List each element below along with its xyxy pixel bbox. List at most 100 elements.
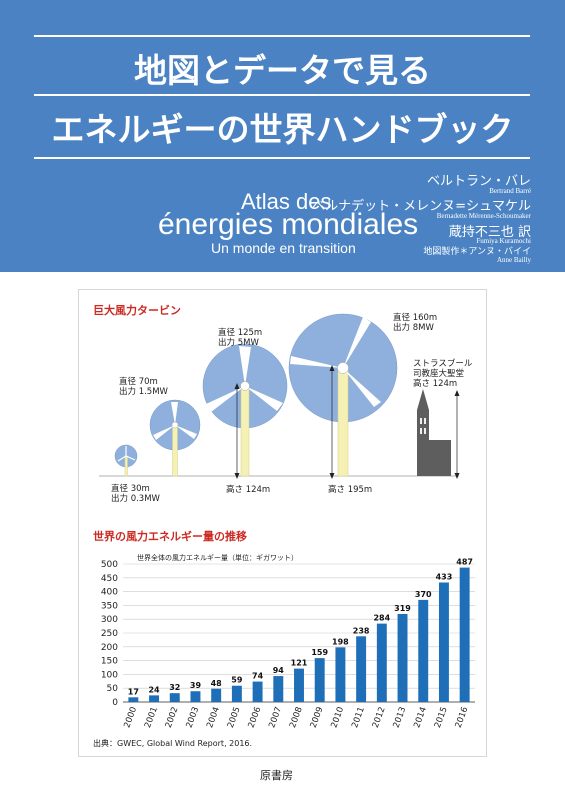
x-tick-label: 2004: [205, 706, 222, 730]
x-tick-label: 2008: [288, 706, 305, 730]
data-label: 238: [353, 626, 370, 635]
data-label: 59: [231, 676, 243, 685]
chart-subtitle: 世界全体の風力エネルギー量（単位：ギガワット）: [137, 554, 298, 562]
title-line-2: エネルギーの世界ハンドブック: [51, 110, 514, 149]
data-label: 32: [169, 683, 180, 692]
bar: [376, 623, 387, 702]
x-tick-label: 2015: [433, 706, 450, 730]
bar: [335, 647, 346, 702]
turbine-30m-diameter: 直径 30m: [111, 484, 150, 494]
x-tick-label: 2005: [226, 706, 243, 730]
cathedral-silhouette: [417, 389, 460, 479]
chart-section-title: 世界の風力エネルギー量の推移: [93, 530, 247, 543]
translator-jp: 蔵持不三也 訳: [448, 225, 531, 240]
bar: [418, 599, 429, 702]
source-note: 出典：GWEC, Global Wind Report, 2016.: [93, 739, 253, 748]
author-1-jp: ベルトラン・バレ: [426, 174, 531, 189]
turbine-30m-power: 出力 0.3MW: [111, 494, 160, 504]
data-label: 39: [190, 681, 202, 690]
y-tick-label: 300: [101, 615, 118, 625]
x-tick-label: 2011: [350, 706, 367, 730]
turbine-125m-height: 高さ 124m: [226, 485, 271, 495]
turbine-70m: [149, 399, 201, 477]
bar: [294, 668, 304, 702]
data-label: 121: [291, 659, 308, 668]
turbine-illustration: [99, 313, 460, 479]
x-tick-label: 2007: [267, 706, 284, 730]
data-label: 17: [128, 687, 139, 696]
data-label: 487: [456, 558, 473, 567]
bar: [252, 681, 263, 702]
infographic-panel: 巨大風力タービン: [78, 289, 487, 757]
x-tick-label: 2003: [184, 706, 201, 730]
turbine-160m: [288, 313, 398, 479]
cathedral-name-1: ストラスブール: [413, 359, 473, 369]
turbine-125m: [202, 343, 288, 479]
y-tick-label: 100: [101, 670, 118, 680]
y-tick-label: 50: [107, 684, 119, 694]
turbine-30m: [114, 444, 138, 477]
x-tick-label: 2012: [371, 706, 388, 730]
turbine-section-title: 巨大風力タービン: [93, 304, 181, 317]
author-1-roman: Bertrand Barré: [489, 187, 531, 195]
data-label: 94: [273, 666, 285, 675]
x-tick-label: 2001: [143, 706, 160, 730]
wind-capacity-chart: 0 50 100 150 200 250 300 350 400 450 500 17 2000 24 20…: [101, 558, 475, 730]
x-tick-label: 2006: [247, 706, 264, 730]
bar: [231, 685, 242, 702]
y-tick-label: 0: [112, 698, 118, 708]
y-tick-label: 350: [101, 601, 118, 611]
bar: [356, 636, 367, 702]
publisher: 原書房: [260, 769, 293, 782]
bar: [149, 695, 160, 702]
cartographer-roman: Anne Bailly: [496, 256, 531, 264]
author-2-roman: Bernadette Mérenne-Schoumaker: [436, 212, 531, 220]
data-label: 319: [394, 604, 411, 613]
bar: [314, 658, 325, 702]
title-rule-top: [34, 35, 530, 37]
cathedral-height: 高さ 124m: [413, 379, 458, 389]
y-tick-label: 400: [101, 588, 118, 598]
french-subtitle: Un monde en transition: [211, 240, 356, 256]
data-label: 48: [211, 679, 223, 688]
data-label: 159: [311, 648, 328, 657]
x-tick-label: 2010: [329, 706, 346, 730]
data-label: 433: [436, 572, 453, 581]
data-label: 370: [415, 590, 432, 599]
turbine-125m-diameter: 直径 125m: [218, 328, 263, 338]
x-tick-label: 2016: [454, 706, 471, 730]
turbine-70m-power: 出力 1.5MW: [119, 387, 168, 397]
turbine-160m-height: 高さ 195m: [328, 485, 373, 495]
data-label: 284: [373, 614, 390, 623]
turbine-160m-diameter: 直径 160m: [393, 313, 438, 323]
x-tick-label: 2002: [164, 706, 181, 730]
title-rule-bottom: [34, 157, 530, 159]
x-tick-label: 2000: [122, 706, 139, 730]
bar: [128, 697, 139, 702]
french-title-2: énergies mondiales: [158, 208, 419, 241]
turbine-125m-power: 出力 5MW: [218, 338, 259, 348]
cartographer-jp: 地図製作＊アンヌ・バイイ: [423, 247, 531, 257]
bar: [169, 693, 180, 702]
turbine-160m-power: 出力 8MW: [393, 323, 434, 333]
french-title-1: Atlas des: [241, 189, 332, 214]
y-tick-label: 150: [101, 657, 118, 667]
bar: [438, 582, 449, 702]
turbine-70m-diameter: 直径 70m: [119, 377, 158, 387]
x-tick-label: 2014: [412, 706, 429, 730]
y-tick-label: 250: [101, 629, 118, 639]
translator-roman: Fumiya Kuramochi: [476, 237, 531, 245]
bar: [459, 567, 470, 702]
data-label: 198: [332, 637, 349, 646]
x-tick-label: 2009: [309, 706, 326, 730]
bar: [211, 688, 222, 702]
author-2-jp: ベルナデット・メレンヌ=シュマケル: [312, 199, 531, 214]
title-line-1: 地図とデータで見る: [134, 51, 431, 90]
x-tick-label: 2013: [392, 706, 409, 730]
bar: [190, 691, 201, 702]
cathedral-name-2: 司教座大聖堂: [413, 369, 465, 379]
bar: [397, 613, 408, 702]
y-tick-label: 500: [101, 560, 118, 570]
cover-header: 地図とデータで見る エネルギーの世界ハンドブック Atlas des énerg…: [0, 0, 565, 272]
bar: [273, 676, 284, 702]
